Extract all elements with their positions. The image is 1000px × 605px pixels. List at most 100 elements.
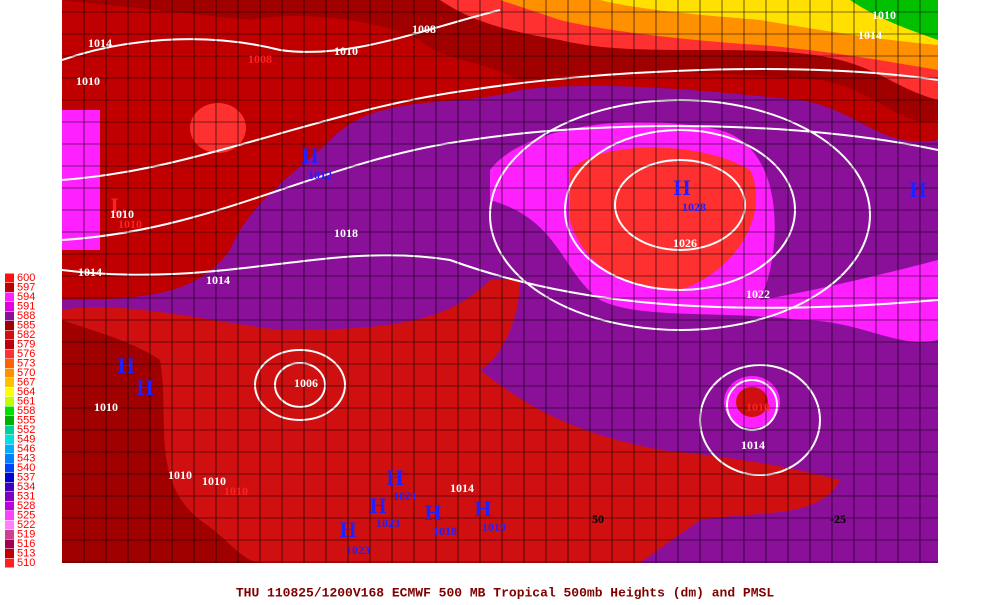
legend-label: 549: [17, 433, 35, 445]
isobars: [62, 9, 938, 476]
map-label: H: [474, 496, 491, 521]
map-label: 1008: [412, 22, 436, 36]
legend-swatch: [5, 530, 14, 539]
map-label: 1014: [206, 273, 230, 287]
legend-swatch: [5, 349, 14, 359]
legend-swatch: [5, 340, 14, 349]
legend-swatch: [5, 501, 14, 511]
caption: THU 110825/1200V168 ECMWF 500 MB Tropica…: [236, 585, 774, 600]
map-label: 1010: [334, 44, 358, 58]
legend-swatch: [5, 520, 14, 530]
map: [62, 0, 938, 563]
map-label: 1010: [224, 484, 248, 498]
legend-swatch: [5, 435, 14, 444]
legend-swatch: [5, 283, 14, 292]
map-label: H: [117, 353, 134, 378]
legend-swatch: [5, 425, 14, 435]
legend-swatch: [5, 397, 14, 406]
legend-label: 531: [17, 490, 35, 502]
map-label: H: [301, 143, 318, 168]
legend-label: 573: [17, 357, 35, 369]
map-label: 1014: [78, 265, 102, 279]
map-label: H: [369, 493, 386, 518]
legend-label: 582: [17, 329, 35, 341]
map-label: 1028: [682, 200, 706, 214]
legend-swatch: [5, 558, 14, 568]
map-label: 1018: [334, 226, 358, 240]
legend-swatch: [5, 539, 14, 549]
legend-swatch: [5, 416, 14, 425]
legend-swatch: [5, 473, 14, 482]
map-label: 1012: [308, 168, 332, 182]
map-label: 1019: [482, 520, 506, 534]
map-label: 1010: [110, 207, 134, 221]
legend-swatch: [5, 482, 14, 492]
legend-swatch: [5, 330, 14, 340]
legend-swatch: [5, 311, 14, 321]
legend-swatch: [5, 492, 14, 501]
legend-label: 576: [17, 348, 35, 360]
legend-label: 561: [17, 395, 35, 407]
legend-swatch: [5, 454, 14, 463]
legend-label: 543: [17, 452, 35, 464]
map-label: H: [339, 517, 356, 542]
map-label: H: [909, 177, 926, 202]
legend-label: 513: [17, 547, 35, 559]
map-label: 1010: [168, 468, 192, 482]
legend-label: 522: [17, 519, 35, 531]
map-label: 1010: [118, 217, 142, 231]
map-label: 1006: [294, 376, 318, 390]
map-label: 1022: [746, 287, 770, 301]
legend-label: 546: [17, 443, 35, 455]
map-label: 1014: [858, 28, 882, 42]
legend-swatch: [5, 378, 14, 387]
legend-label: 594: [17, 291, 35, 303]
legend-swatch: [5, 368, 14, 378]
legend-label: 558: [17, 405, 35, 417]
map-label: H: [136, 375, 153, 400]
legend-label: 579: [17, 338, 35, 350]
legend-label: 516: [17, 538, 35, 550]
legend-swatch: [5, 549, 14, 558]
map-label: 1014: [741, 438, 765, 452]
map-label: 1010: [872, 8, 896, 22]
map-label: 1014: [450, 481, 474, 495]
legend-label: 537: [17, 471, 35, 483]
legend-label: 534: [17, 481, 35, 493]
legend-label: 540: [17, 462, 35, 474]
map-label: -25: [830, 512, 846, 526]
lat-lon-grid: [62, 0, 938, 563]
legend-label: 552: [17, 424, 35, 436]
legend-swatch: [5, 359, 14, 368]
map-label: 1023: [376, 516, 400, 530]
legend-swatch: [5, 302, 14, 311]
legend-label: 591: [17, 300, 35, 312]
legend-label: 567: [17, 376, 35, 388]
map-label: 1010: [746, 400, 770, 414]
map-label: 1010: [76, 74, 100, 88]
map-label: 1008: [248, 52, 272, 66]
map-label: 1010: [202, 474, 226, 488]
map-label: L: [111, 193, 126, 218]
legend-label: 585: [17, 319, 35, 331]
map-label: 1018: [433, 524, 457, 538]
legend-label: 564: [17, 386, 35, 398]
legend-label: 555: [17, 414, 35, 426]
map-label: 1014: [88, 36, 112, 50]
map-label: 1010: [94, 400, 118, 414]
legend-label: 570: [17, 367, 35, 379]
map-label: 1021: [393, 489, 417, 503]
legend-label: 600: [17, 272, 35, 284]
map-label: 50: [592, 512, 604, 526]
legend-label: 510: [17, 557, 35, 569]
legend-swatch: [5, 406, 14, 416]
legend-swatch: [5, 511, 14, 520]
map-label: H: [424, 500, 441, 525]
map-label: H: [673, 175, 690, 200]
map-label: 1023: [346, 543, 370, 557]
legend-swatch: [5, 321, 14, 330]
legend-swatch: [5, 444, 14, 454]
legend-swatch: [5, 387, 14, 397]
legend-label: 597: [17, 281, 35, 293]
